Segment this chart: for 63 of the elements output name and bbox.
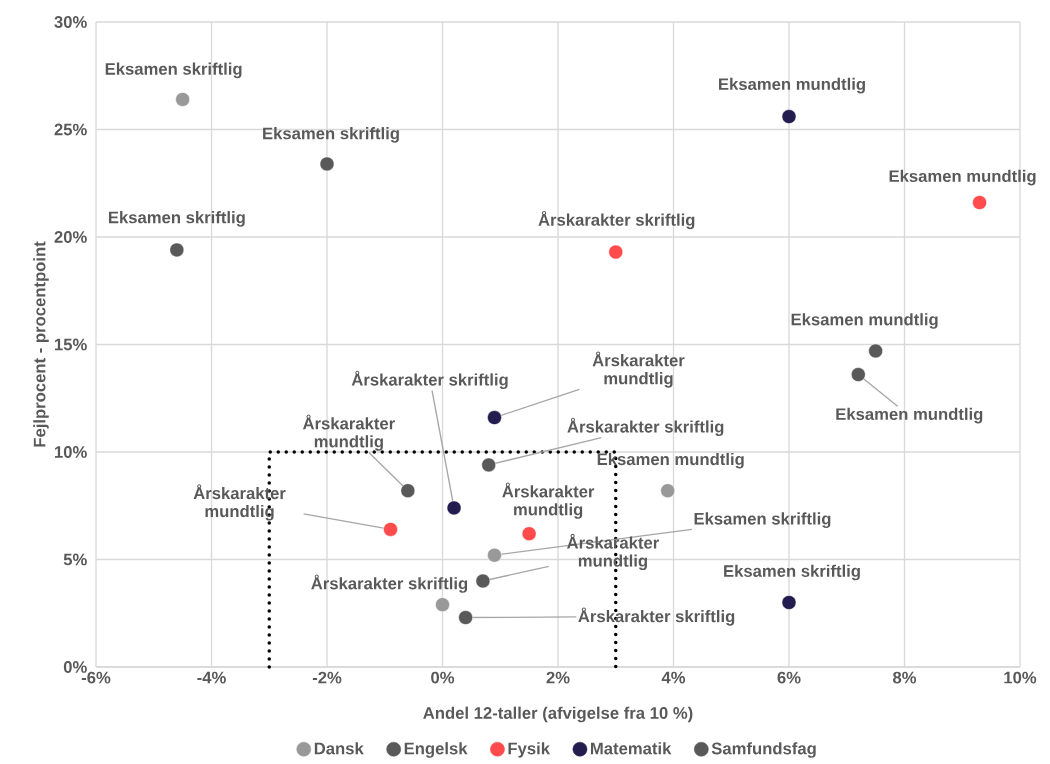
point — [487, 410, 502, 425]
annotation: Eksamen skriftlig — [108, 211, 245, 227]
point — [868, 343, 883, 359]
point — [781, 595, 797, 610]
point — [475, 573, 491, 589]
x-tick-label: 6% — [777, 671, 801, 684]
annotation: Eksamen skriftlig — [263, 127, 399, 143]
point — [400, 483, 416, 498]
x-tick-label: 4% — [661, 671, 686, 684]
annotation: Eksamen mundtlig — [836, 407, 983, 424]
legend-label: Dansk — [314, 742, 364, 755]
annotation: Eksamen mundtlig — [889, 169, 1036, 186]
point — [435, 597, 450, 612]
x-axis-title: Andel 12-taller (afvigelse fra 10 %) — [423, 706, 693, 723]
legend-label: Matematik — [590, 742, 672, 755]
annotation: Eksamen mundtlig — [791, 313, 938, 329]
annotation: Årskarakter mundtlig — [502, 482, 595, 519]
x-tick-label: -6% — [81, 671, 111, 684]
annotation: Eksamen skriftlig — [105, 62, 242, 79]
annotation: Årskarakter skriftlig — [567, 417, 724, 437]
y-tick-label: 0% — [63, 661, 87, 673]
y-tick-label: 20% — [54, 231, 87, 243]
point — [481, 457, 496, 473]
legend-label: Fysik — [508, 742, 551, 758]
y-tick-label: 30% — [54, 16, 87, 28]
annotation: Eksamen skriftlig — [724, 564, 860, 581]
point — [781, 109, 797, 124]
annotation: Årskarakter skriftlig — [538, 210, 695, 230]
point — [851, 367, 866, 382]
annotation: Årskarakter mundtlig — [193, 484, 286, 521]
annotation: Eksamen mundtlig — [719, 77, 865, 94]
annotation: Årskarakter mundtlig — [302, 414, 395, 451]
x-tick-label: -4% — [197, 671, 226, 684]
y-tick-label: 10% — [54, 446, 87, 458]
annotation: Årskarakter mundtlig — [567, 533, 659, 571]
annotation: Årskarakter mundtlig — [592, 351, 685, 388]
point — [608, 244, 624, 260]
y-axis-title: Fejlprocent - procentpoint — [33, 241, 49, 447]
x-tick-label: -2% — [312, 671, 342, 684]
point — [175, 92, 190, 107]
point — [319, 156, 335, 172]
x-tick-label: 0% — [431, 671, 455, 684]
point — [487, 547, 502, 563]
y-tick-label: 5% — [63, 553, 87, 566]
point — [521, 526, 537, 541]
legend-label: Samfundsfag — [711, 742, 816, 758]
y-tick-label: 25% — [54, 123, 87, 136]
point — [383, 522, 398, 537]
annotation: Eksamen mundtlig — [597, 452, 744, 469]
annotation: Årskarakter skriftlig — [351, 370, 508, 390]
x-tick-label: 2% — [546, 671, 570, 684]
point — [458, 610, 473, 625]
point — [446, 500, 462, 516]
annotation: Årskarakter skriftlig — [311, 574, 468, 593]
annotation: Eksamen skriftlig — [694, 512, 831, 528]
point — [660, 483, 675, 498]
x-tick-label: 10% — [1004, 671, 1037, 684]
point — [169, 242, 185, 258]
y-tick-label: 15% — [54, 338, 87, 351]
point — [972, 195, 987, 210]
x-tick-label: 8% — [892, 671, 917, 684]
legend-label: Engelsk — [404, 742, 468, 758]
annotation: Årskarakter skriftlig — [578, 607, 735, 626]
